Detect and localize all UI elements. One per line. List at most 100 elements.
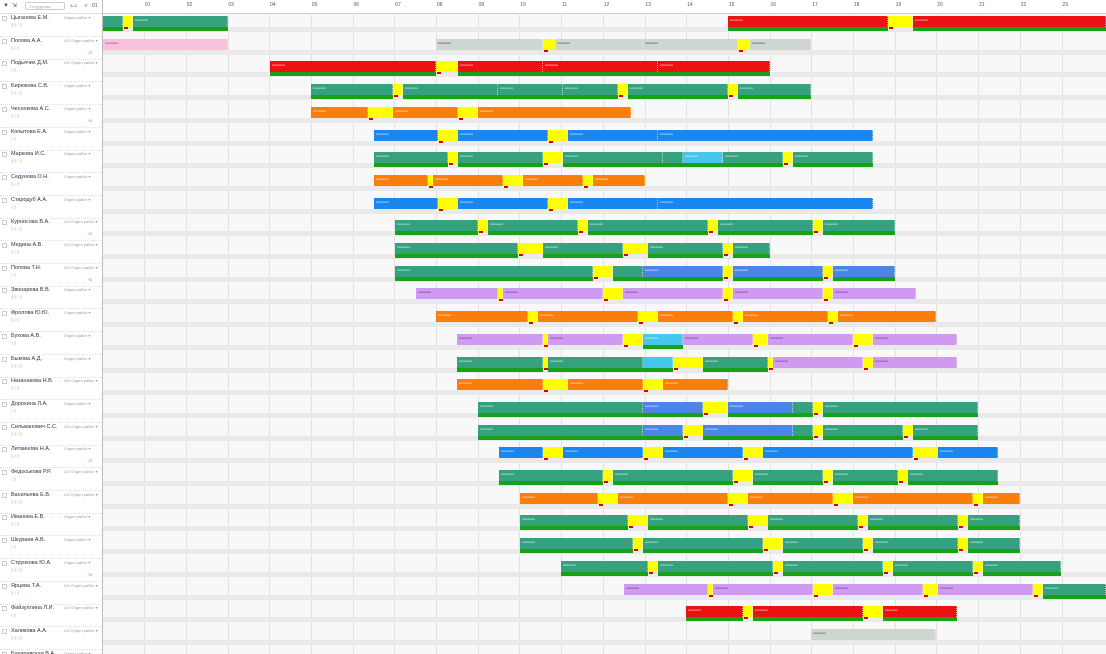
shift-block[interactable] <box>733 470 753 481</box>
employee-row[interactable]: Чеснокова А.С. Отдел работ ▾ +2 <box>0 105 102 128</box>
shift-block[interactable] <box>723 288 733 300</box>
shift-block[interactable]: ▪▪▪▪▪▪▪▪▪▪▪▪ <box>436 38 543 50</box>
shift-block[interactable]: ▪▪▪▪▪▪▪▪▪▪▪▪ <box>436 311 528 323</box>
employee-department[interactable]: UO Отдел работ ▾ <box>64 37 98 43</box>
shift-block[interactable]: ▪▪▪▪▪▪▪▪▪▪▪▪ <box>523 174 583 186</box>
shift-block[interactable]: ▪▪▪▪▪▪▪▪▪▪▪▪ <box>643 265 723 277</box>
shift-block[interactable]: ▪▪▪▪▪▪▪▪▪▪▪▪ <box>763 447 913 459</box>
shift-block[interactable] <box>598 492 618 504</box>
employee-department[interactable]: UO Отдел работ ▾ <box>64 605 98 611</box>
shift-block[interactable]: ▪▪▪▪▪▪▪▪▪▪▪▪ <box>563 84 618 96</box>
shift-block[interactable] <box>898 470 908 481</box>
shift-block[interactable]: ▪▪▪▪▪▪▪▪▪▪▪▪ <box>683 333 753 345</box>
shift-block[interactable]: ▪▪▪▪▪▪▪▪▪▪▪▪ <box>833 583 923 595</box>
shift-block[interactable]: ▪▪▪▪▪▪▪▪▪▪▪▪ <box>458 152 543 164</box>
shift-block[interactable]: ▪▪▪▪▪▪▪▪▪▪▪▪ <box>728 16 888 27</box>
shift-block[interactable]: ▪▪▪▪▪▪▪▪▪▪▪▪ <box>593 174 645 186</box>
employee-checkbox[interactable] <box>2 129 7 135</box>
shift-block[interactable]: ▪▪▪▪▪▪▪▪▪▪▪▪ <box>793 152 873 164</box>
shift-block[interactable]: ▪▪▪▪▪▪▪▪▪▪▪▪ <box>743 311 828 323</box>
shift-block[interactable]: ▪▪▪▪▪▪▪▪▪▪▪▪ <box>913 424 978 436</box>
shift-block[interactable]: ▪▪▪▪▪▪▪▪▪▪▪▪ <box>703 424 793 436</box>
employee-checkbox[interactable] <box>2 265 7 271</box>
shift-block[interactable] <box>863 606 883 618</box>
shift-block[interactable]: ▪▪▪▪▪▪▪▪▪▪▪▪ <box>458 61 543 73</box>
shift-block[interactable]: ▪▪▪▪▪▪▪▪▪▪▪▪ <box>133 16 228 27</box>
shift-block[interactable] <box>858 515 868 527</box>
employee-row[interactable]: Цыганова Е.М. Отдел работ ▾ <box>0 14 102 37</box>
shift-block[interactable]: ▪▪▪▪▪▪▪▪▪▪▪▪ <box>561 560 648 572</box>
shift-block[interactable]: ▪▪▪▪▪▪▪▪▪▪▪▪ <box>728 401 793 413</box>
shift-block[interactable] <box>438 129 458 141</box>
employee-row[interactable]: Сильванович С.С. UO Отдел работ ▾ <box>0 423 102 446</box>
shift-block[interactable]: ▪▪▪▪▪▪▪▪▪▪▪▪ <box>658 311 733 323</box>
shift-block[interactable] <box>683 424 703 436</box>
employee-department[interactable]: UO Отдел работ ▾ <box>64 264 98 270</box>
shift-block[interactable] <box>958 515 968 527</box>
shift-block[interactable]: ▪▪▪▪▪▪▪▪▪▪▪▪ <box>713 583 813 595</box>
shift-block[interactable] <box>923 583 938 595</box>
employee-row[interactable]: Ярцева Т.А. UO Отдел работ ▾ <box>0 582 102 605</box>
shift-block[interactable]: ▪▪▪▪▪▪▪▪▪▪▪▪ <box>433 174 503 186</box>
shift-block[interactable]: ▪▪▪▪▪▪▪▪▪▪▪▪ <box>753 470 823 481</box>
shift-block[interactable]: ▪▪▪▪▪▪▪▪▪▪▪▪ <box>458 197 548 209</box>
employee-checkbox[interactable] <box>2 356 7 362</box>
shift-block[interactable] <box>583 174 593 186</box>
employee-department[interactable]: Отдел работ ▾ <box>64 400 91 406</box>
employee-department[interactable]: Отдел работ ▾ <box>64 650 91 654</box>
shift-block[interactable] <box>478 220 488 232</box>
shift-block[interactable] <box>503 174 523 186</box>
employee-checkbox[interactable] <box>2 84 7 90</box>
shift-block[interactable]: ▪▪▪▪▪▪▪▪▪▪▪▪ <box>718 220 813 232</box>
employee-department[interactable]: Отдел работ ▾ <box>64 83 91 89</box>
shift-block[interactable] <box>623 333 643 345</box>
employee-row[interactable]: Быкова А.Д. Отдел работ ▾ <box>0 355 102 378</box>
employee-checkbox[interactable] <box>2 61 7 67</box>
shift-block[interactable] <box>543 356 548 368</box>
shift-block[interactable]: ▪▪▪▪▪▪▪▪▪▪▪▪ <box>548 333 623 345</box>
shift-block[interactable]: ▪▪▪▪▪▪▪▪▪▪▪▪ <box>908 470 998 481</box>
shift-block[interactable] <box>773 560 783 572</box>
employee-department[interactable]: Отдел работ ▾ <box>64 105 91 111</box>
shift-block[interactable]: ▪▪▪▪▪▪▪▪▪▪▪▪ <box>270 61 436 73</box>
shift-block[interactable] <box>548 197 568 209</box>
employee-row[interactable]: Фролова Ю.Ю. Отдел работ ▾ <box>0 309 102 333</box>
shift-block[interactable] <box>828 311 838 323</box>
shift-block[interactable]: ▪▪▪▪▪▪▪▪▪▪▪▪ <box>374 152 448 164</box>
shift-block[interactable]: ▪▪▪▪▪▪▪▪▪▪▪▪ <box>478 424 643 436</box>
shift-block[interactable]: ▪▪▪▪▪▪▪▪▪▪▪▪ <box>1043 583 1106 595</box>
shift-block[interactable]: ▪▪▪▪▪▪▪▪▪▪▪▪ <box>658 129 873 141</box>
shift-block[interactable]: ▪▪▪▪▪▪▪▪▪▪▪▪ <box>893 560 973 572</box>
shift-block[interactable]: ▪▪▪▪▪▪▪▪▪▪▪▪ <box>403 84 498 96</box>
shift-block[interactable]: ▪▪▪▪▪▪▪▪▪▪▪▪ <box>663 447 743 459</box>
employee-checkbox[interactable] <box>2 197 7 203</box>
shift-block[interactable]: ▪▪▪▪▪▪▪▪▪▪▪▪ <box>873 356 957 368</box>
shift-block[interactable]: ▪▪▪▪▪▪▪▪▪▪▪▪ <box>968 538 1020 550</box>
employee-department[interactable]: Отдел работ ▾ <box>64 559 91 565</box>
employee-checkbox[interactable] <box>2 401 7 407</box>
shift-block[interactable]: ▪▪▪▪▪▪▪▪▪▪▪▪ <box>374 129 438 141</box>
shift-block[interactable] <box>743 606 753 618</box>
shift-block[interactable] <box>623 243 648 254</box>
employee-department[interactable]: Отдел работ ▾ <box>64 287 91 293</box>
shift-block[interactable] <box>733 311 743 323</box>
shift-block[interactable]: ▪▪▪▪▪▪▪▪▪▪▪▪ <box>643 538 763 550</box>
employee-department[interactable]: UO Отдел работ ▾ <box>64 378 98 384</box>
employee-count-badge[interactable]: +2 <box>88 572 92 577</box>
employee-department[interactable]: Отдел работ ▾ <box>64 151 91 157</box>
employee-checkbox[interactable] <box>2 333 7 339</box>
shift-block[interactable] <box>368 106 393 118</box>
shift-block[interactable] <box>813 220 823 232</box>
shift-block[interactable]: ▪▪▪▪▪▪▪▪▪▪▪▪ <box>868 515 958 527</box>
shift-block[interactable] <box>393 84 403 96</box>
shift-block[interactable]: ▪▪▪▪▪▪▪▪▪▪▪▪ <box>838 311 936 323</box>
employee-department[interactable]: Отдел работ ▾ <box>64 173 91 179</box>
shift-block[interactable]: ▪▪▪▪▪▪▪▪▪▪▪▪ <box>628 84 728 96</box>
employee-checkbox[interactable] <box>2 16 7 21</box>
shift-block[interactable] <box>853 333 873 345</box>
shift-block[interactable] <box>973 560 983 572</box>
employee-row[interactable]: Файзуллина Л.И. UO Отдел работ ▾ <box>0 604 102 628</box>
employee-department[interactable]: Отдел работ ▾ <box>64 15 91 20</box>
shift-block[interactable]: ▪▪▪▪▪▪▪▪▪▪▪▪ <box>613 470 733 481</box>
shift-block[interactable] <box>543 38 555 50</box>
